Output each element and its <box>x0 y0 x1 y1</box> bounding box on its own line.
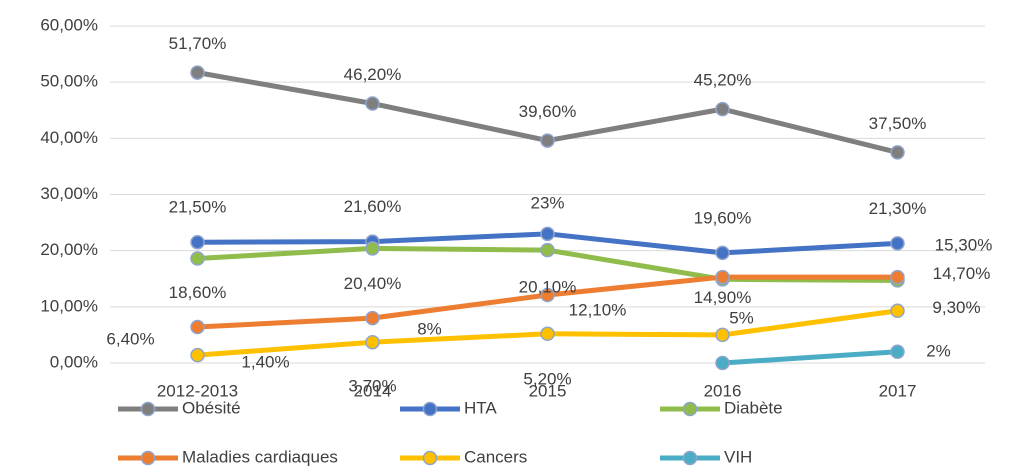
point <box>540 287 555 303</box>
legend-marker <box>140 401 156 417</box>
legend-label: VIH <box>724 447 752 466</box>
point <box>890 269 905 285</box>
point <box>540 133 555 148</box>
data-label: 14,90% <box>694 288 752 307</box>
y-tick-label: 50,00% <box>40 72 98 91</box>
legend-label: Obésité <box>182 398 241 417</box>
data-label: 6,40% <box>106 330 154 349</box>
data-label: 19,60% <box>694 208 752 227</box>
legend-label: HTA <box>464 398 497 417</box>
point <box>890 145 905 160</box>
data-label: 45,20% <box>694 71 752 90</box>
data-label: 21,50% <box>169 198 227 217</box>
x-tick-label: 2017 <box>879 381 917 400</box>
data-label: 9,30% <box>932 298 980 317</box>
point <box>715 101 730 117</box>
y-tick-label: 10,00% <box>40 296 98 315</box>
point <box>190 234 205 250</box>
point <box>190 251 205 266</box>
legend-label: Maladies cardiaques <box>182 447 338 466</box>
point <box>365 96 380 111</box>
series-line <box>722 349 898 366</box>
data-label: 3,70% <box>348 377 396 396</box>
data-label: 23% <box>530 193 564 212</box>
point <box>365 310 380 326</box>
data-label: 14,70% <box>933 264 991 283</box>
data-label: 20,10% <box>519 278 577 297</box>
legend-marker <box>422 401 438 417</box>
y-tick-label: 0,00% <box>50 352 98 371</box>
x-tick-label: 2016 <box>704 381 742 400</box>
point <box>540 326 555 342</box>
data-label: 8% <box>417 320 442 339</box>
y-tick-label: 20,00% <box>40 240 98 259</box>
point <box>365 334 380 350</box>
data-label: 1,40% <box>241 353 289 372</box>
point <box>890 236 905 251</box>
data-label: 20,40% <box>344 274 402 293</box>
point <box>890 344 905 360</box>
data-label: 5,20% <box>523 369 571 388</box>
point <box>715 269 730 285</box>
point <box>190 347 205 363</box>
data-label: 39,60% <box>519 102 577 121</box>
y-tick-label: 60,00% <box>40 15 98 34</box>
data-label: 5% <box>729 308 754 327</box>
point <box>540 226 555 242</box>
data-label: 15,30% <box>935 236 993 255</box>
point <box>890 303 905 319</box>
legend-marker <box>682 401 698 417</box>
x-tick-label: 2014 <box>354 381 392 400</box>
x-tick-label: 2015 <box>529 381 567 400</box>
data-label: 46,20% <box>344 65 402 84</box>
point <box>190 319 205 335</box>
data-label: 2% <box>926 341 951 360</box>
legend-marker <box>140 450 156 466</box>
data-label: 51,70% <box>169 34 227 53</box>
x-tick-label: 2012-2013 <box>157 381 238 400</box>
point <box>540 242 555 258</box>
data-label: 21,60% <box>344 197 402 216</box>
data-label: 12,10% <box>569 301 627 320</box>
legend-label: Cancers <box>464 447 527 466</box>
point <box>365 241 380 256</box>
point <box>715 327 730 343</box>
y-tick-label: 40,00% <box>40 128 98 147</box>
y-tick-label: 30,00% <box>40 184 98 203</box>
data-label: 21,30% <box>869 199 927 218</box>
legend-marker <box>422 450 438 466</box>
data-label: 37,50% <box>869 114 927 133</box>
legend-marker <box>682 450 698 466</box>
point <box>190 65 205 80</box>
point <box>715 245 730 261</box>
point <box>715 355 730 371</box>
legend-label: Diabète <box>724 398 783 417</box>
data-label: 18,60% <box>169 283 227 302</box>
